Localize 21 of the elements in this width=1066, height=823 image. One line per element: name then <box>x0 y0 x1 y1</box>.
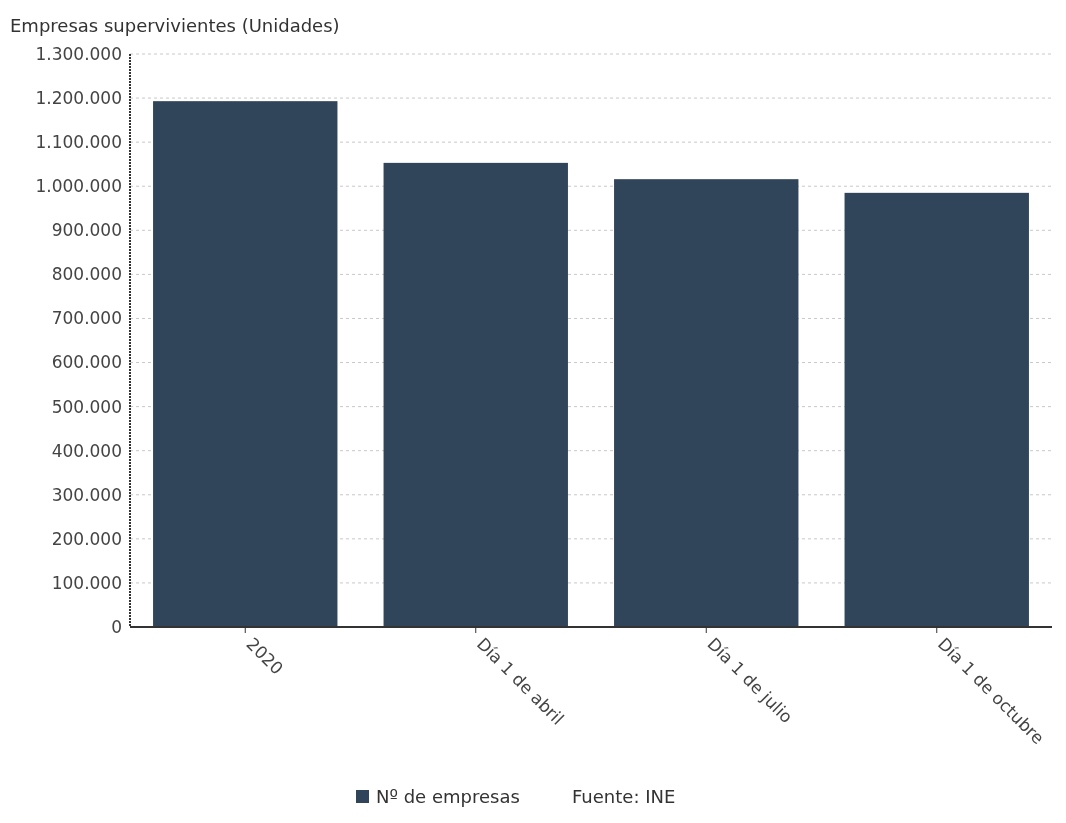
y-tick-label: 300.000 <box>51 484 122 505</box>
source-note: Fuente: INE <box>572 786 676 807</box>
legend-label: Nº de empresas <box>376 786 520 807</box>
bar <box>614 179 799 627</box>
y-tick-label: 700.000 <box>51 308 122 329</box>
y-tick-label: 1.200.000 <box>35 88 122 109</box>
y-tick-label: 0 <box>111 616 122 637</box>
y-tick-label: 500.000 <box>51 396 122 417</box>
y-tick-label: 400.000 <box>51 440 122 461</box>
y-tick-label: 900.000 <box>51 220 122 241</box>
y-tick-label: 1.000.000 <box>35 176 122 197</box>
y-tick-label: 1.100.000 <box>35 132 122 153</box>
y-tick-label: 1.300.000 <box>35 43 122 64</box>
y-axis-title: Empresas supervivientes (Unidades) <box>10 15 340 36</box>
bar <box>844 192 1029 627</box>
y-tick-label: 600.000 <box>51 352 122 373</box>
y-tick-label: 200.000 <box>51 528 122 549</box>
bar <box>153 101 338 627</box>
y-tick-label: 800.000 <box>51 264 122 285</box>
bar <box>383 162 568 627</box>
y-tick-label: 100.000 <box>51 572 122 593</box>
